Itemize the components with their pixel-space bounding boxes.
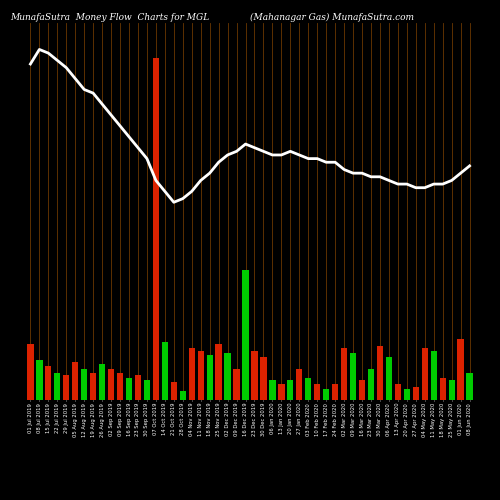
Bar: [36, 360, 43, 400]
Bar: [395, 384, 401, 400]
Bar: [198, 350, 204, 400]
Bar: [440, 378, 446, 400]
Bar: [54, 373, 60, 400]
Bar: [188, 348, 195, 400]
Bar: [90, 373, 96, 400]
Bar: [287, 380, 294, 400]
Bar: [170, 382, 177, 400]
Bar: [458, 339, 464, 400]
Bar: [341, 348, 347, 400]
Bar: [63, 375, 70, 400]
Bar: [270, 380, 276, 400]
Bar: [260, 357, 266, 400]
Bar: [296, 368, 302, 400]
Bar: [377, 346, 383, 400]
Bar: [422, 348, 428, 400]
Bar: [412, 386, 419, 400]
Bar: [314, 384, 320, 400]
Bar: [216, 344, 222, 400]
Bar: [448, 380, 455, 400]
Bar: [117, 373, 123, 400]
Bar: [234, 368, 239, 400]
Bar: [278, 384, 284, 400]
Bar: [144, 380, 150, 400]
Bar: [135, 375, 141, 400]
Bar: [153, 58, 159, 400]
Bar: [180, 391, 186, 400]
Bar: [126, 378, 132, 400]
Bar: [404, 389, 410, 400]
Bar: [72, 362, 78, 400]
Bar: [206, 355, 213, 400]
Bar: [108, 368, 114, 400]
Bar: [332, 384, 338, 400]
Bar: [466, 373, 472, 400]
Text: (Mahanagar Gas) MunafaSutra.com: (Mahanagar Gas) MunafaSutra.com: [250, 12, 414, 22]
Bar: [45, 366, 52, 400]
Bar: [430, 350, 437, 400]
Bar: [162, 342, 168, 400]
Bar: [99, 364, 105, 400]
Bar: [224, 354, 230, 400]
Bar: [28, 344, 34, 400]
Bar: [323, 389, 330, 400]
Bar: [359, 380, 365, 400]
Bar: [242, 270, 248, 400]
Bar: [81, 368, 87, 400]
Bar: [252, 350, 258, 400]
Text: MunafaSutra  Money Flow  Charts for MGL: MunafaSutra Money Flow Charts for MGL: [10, 12, 209, 22]
Bar: [368, 368, 374, 400]
Bar: [350, 354, 356, 400]
Bar: [386, 357, 392, 400]
Bar: [305, 378, 312, 400]
